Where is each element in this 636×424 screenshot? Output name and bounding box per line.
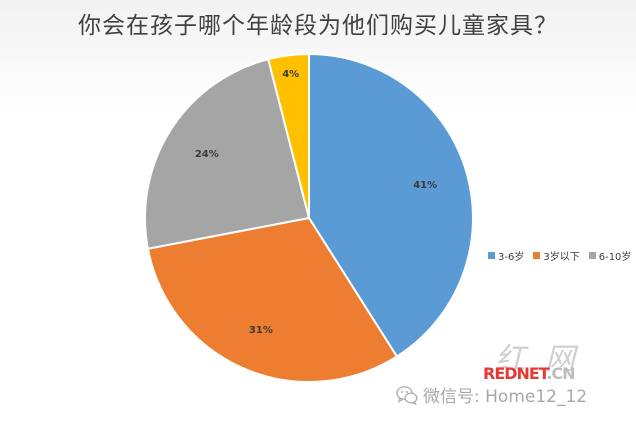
legend-label-3-6: 3-6岁	[498, 252, 525, 263]
watermark-logo-char-1: 红	[495, 342, 525, 377]
pie-data-label-2: 24%	[195, 149, 219, 160]
pie-slice-1	[146, 216, 399, 383]
chart-title: 你会在孩子哪个年龄段为他们购买儿童家具？	[78, 13, 558, 39]
wechat-icon	[396, 385, 418, 405]
rednet-watermark-logo: 红 网 REDNET.CN	[475, 334, 625, 384]
legend-item-under-3: 3岁以下	[533, 248, 580, 263]
wechat-id-text: 微信号: Home12_12	[423, 387, 588, 407]
legend-swatch-3-6	[488, 252, 495, 259]
pie-data-label-1: 31%	[249, 325, 273, 336]
legend-label-under-3: 3岁以下	[543, 252, 580, 263]
chart-legend: 3-6岁 3岁以下 6-10岁	[488, 248, 631, 263]
pie-slice-3	[266, 52, 310, 219]
watermark-site-name: REDNET.CN	[483, 364, 576, 383]
wechat-watermark: 微信号: Home12_12	[396, 382, 587, 407]
pie-data-label-0: 41%	[413, 180, 437, 191]
watermark-site-grey: .CN	[546, 364, 575, 383]
legend-swatch-6-10	[588, 252, 596, 259]
legend-item-6-10: 6-10岁	[588, 248, 632, 263]
watermark-site-red: REDNET	[483, 364, 547, 383]
legend-swatch-under-3	[533, 252, 541, 259]
legend-item-3-6: 3-6岁	[488, 248, 524, 263]
pie-slice-2	[143, 57, 311, 250]
pie-slices	[143, 52, 474, 383]
pie-data-label-3: 4%	[282, 69, 299, 80]
watermark-logo-char-2: 网	[545, 342, 575, 377]
pie-data-labels: 41% 31% 24% 4%	[195, 69, 437, 336]
legend-label-6-10: 6-10岁	[598, 252, 632, 263]
